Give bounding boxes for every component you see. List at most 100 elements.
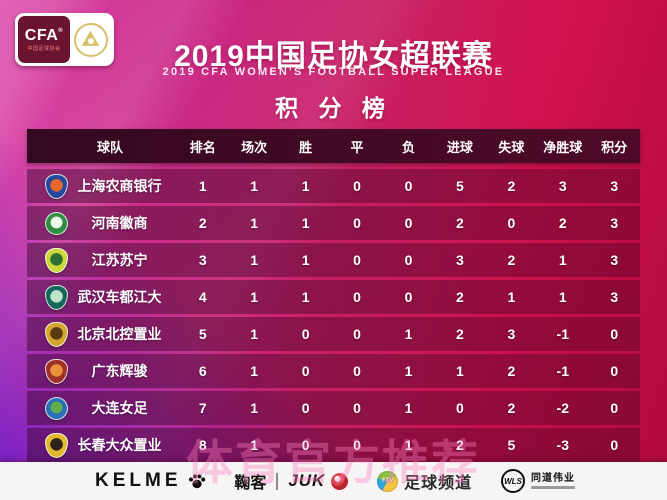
cfa-logo-left: CFA® 中国足球协会 <box>18 16 70 63</box>
kelme-label: KELME <box>95 470 182 491</box>
stat-value: 1 <box>404 326 413 342</box>
cfa-logo-right <box>70 22 111 57</box>
stat-value: 2 <box>507 363 516 379</box>
team-name: 上海农商银行 <box>77 178 162 194</box>
column-header: 场次 <box>241 139 268 155</box>
table-row: 武汉车都江大 4 1 1 0 0 2 1 1 3 <box>27 280 640 314</box>
team-badge-icon <box>45 432 68 458</box>
stat-value: 5 <box>507 437 516 453</box>
stat-value: 2 <box>507 252 516 268</box>
stat-value: 1 <box>404 437 413 453</box>
stat-value: 5 <box>198 326 207 342</box>
team-badge-icon <box>45 173 68 199</box>
stat-value: 1 <box>250 215 259 231</box>
stat-value: 0 <box>404 215 413 231</box>
wls-circle-icon: WLS <box>500 469 525 493</box>
team-name: 北京北控置业 <box>77 326 162 342</box>
stat-value: 1 <box>301 289 310 305</box>
team-cell: 武汉车都江大 <box>27 284 177 310</box>
wls-label-column: 同道伟业 <box>530 472 575 489</box>
stat-value: 0 <box>301 400 310 416</box>
stat-value: 0 <box>353 252 361 268</box>
gold-football-emblem-icon <box>73 22 108 57</box>
stat-value: 0 <box>353 289 361 305</box>
stat-value: 0 <box>353 178 361 194</box>
column-header: 胜 <box>299 139 313 155</box>
stat-value: 0 <box>610 437 619 453</box>
stat-value: -1 <box>556 326 569 342</box>
stat-value: 1 <box>250 437 259 453</box>
team-badge-icon <box>45 321 68 347</box>
stat-value: 3 <box>610 289 619 305</box>
stat-value: 7 <box>198 400 207 416</box>
stat-value: 1 <box>301 215 310 231</box>
stat-value: 3 <box>558 178 567 194</box>
stat-value: 2 <box>507 400 516 416</box>
juke-cn-label: 鞠客 <box>234 475 267 492</box>
stat-value: 2 <box>456 437 464 453</box>
stat-value: 0 <box>404 289 413 305</box>
stat-value: 1 <box>250 178 259 194</box>
column-header: 平 <box>350 139 364 155</box>
stat-value: 1 <box>198 178 207 194</box>
cfa-logo-subtext: 中国足球协会 <box>27 45 61 52</box>
stat-value: 3 <box>456 252 464 268</box>
stat-value: 5 <box>456 178 464 194</box>
team-name: 河南徽商 <box>91 215 148 231</box>
stat-value: 1 <box>250 363 259 379</box>
stat-value: 1 <box>301 252 310 268</box>
stat-value: 1 <box>250 326 259 342</box>
stat-value: 2 <box>507 178 516 194</box>
wls-underline <box>530 485 575 489</box>
team-name: 广东辉骏 <box>91 363 148 379</box>
stat-value: 0 <box>353 400 361 416</box>
stat-value: 0 <box>301 437 310 453</box>
juke-divider <box>276 472 279 490</box>
stat-value: 0 <box>301 326 310 342</box>
team-badge-icon <box>45 396 68 420</box>
page-subtitle: 2019 CFA WOMEN'S FOOTBALL SUPER LEAGUE <box>162 66 505 78</box>
stat-value: 0 <box>353 437 361 453</box>
sponsor-footer: KELME 鞠客 JUK FTV 足球频道 WLS 同道伟业 <box>0 462 667 500</box>
stat-value: 3 <box>507 326 516 342</box>
table-row: 河南徽商 2 1 1 0 0 2 0 2 3 <box>27 206 640 240</box>
table-row: 江苏苏宁 3 1 1 0 0 3 2 1 3 <box>27 243 640 277</box>
team-cell: 广东辉骏 <box>27 358 177 384</box>
football-channel-label: 足球频道 <box>404 475 473 492</box>
stat-value: 0 <box>404 178 413 194</box>
table-header-row: 球队 排名 场次 胜 平 负 进球 失球 净胜球 积分 <box>27 129 640 163</box>
stat-value: 2 <box>456 215 464 231</box>
stat-value: 0 <box>353 326 361 342</box>
stat-value: 0 <box>353 363 361 379</box>
column-header: 球队 <box>96 139 123 155</box>
stat-value: 8 <box>198 437 207 453</box>
section-title: 积 分 榜 <box>275 95 392 121</box>
table-row: 上海农商银行 1 1 1 0 0 5 2 3 3 <box>27 169 640 203</box>
team-cell: 上海农商银行 <box>27 173 177 199</box>
stat-value: 2 <box>456 326 464 342</box>
column-header: 积分 <box>601 139 628 155</box>
stat-value: 3 <box>610 178 619 194</box>
team-cell: 大连女足 <box>27 396 177 420</box>
stat-value: 0 <box>610 326 619 342</box>
table-row: 长春大众置业 8 1 0 0 1 2 5 -3 0 <box>27 428 640 462</box>
team-name: 武汉车都江大 <box>77 289 162 305</box>
team-badge-icon <box>45 247 68 273</box>
page-title: 2019中国足协女超联赛 <box>174 40 493 73</box>
column-header: 负 <box>401 139 415 155</box>
stat-value: -2 <box>556 400 569 416</box>
team-name: 大连女足 <box>91 400 148 416</box>
team-cell: 江苏苏宁 <box>27 247 177 273</box>
table-row: 广东辉骏 6 1 0 0 1 1 2 -1 0 <box>27 354 640 388</box>
wls-cn-label: 同道伟业 <box>530 472 575 484</box>
ftv-icon-text: FTV <box>381 478 394 484</box>
stat-value: 1 <box>250 252 259 268</box>
stat-value: 1 <box>456 363 464 379</box>
stat-value: 0 <box>456 400 464 416</box>
stat-value: 1 <box>404 400 413 416</box>
stat-value: 1 <box>250 289 259 305</box>
sponsor-football-channel: FTV 足球频道 <box>377 469 472 493</box>
sponsor-kelme: KELME <box>95 470 206 492</box>
stat-value: 2 <box>558 215 567 231</box>
team-badge-icon <box>45 284 68 310</box>
